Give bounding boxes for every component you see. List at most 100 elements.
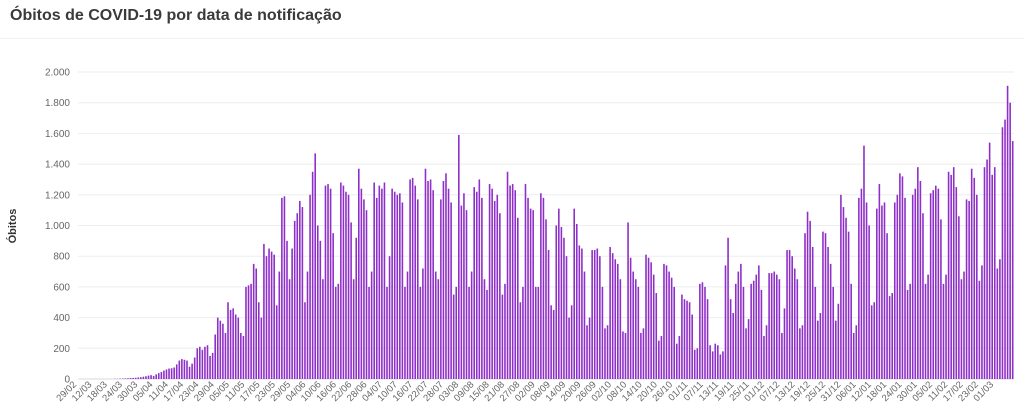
bar	[470, 271, 473, 379]
bar	[732, 313, 734, 379]
bar	[858, 197, 860, 379]
bar	[832, 286, 835, 379]
bar	[427, 180, 429, 379]
bar	[709, 345, 711, 379]
bar	[334, 286, 337, 379]
bar	[401, 202, 404, 379]
y-tick-label: 400	[53, 313, 70, 324]
bar	[388, 256, 391, 379]
bar	[273, 254, 275, 379]
y-axis-ticks: 0 200 400 600 800 1.000 1.200 1.400 1.600 1.800 2.…	[45, 68, 70, 386]
bar	[411, 177, 414, 379]
bar	[419, 286, 422, 379]
bar	[845, 217, 847, 379]
bar	[193, 357, 196, 379]
bar	[365, 210, 368, 379]
bar	[765, 325, 768, 379]
bar	[642, 328, 645, 379]
bar	[257, 302, 260, 379]
bar	[522, 286, 524, 379]
bar	[970, 168, 973, 379]
bar	[227, 302, 229, 379]
bar	[927, 274, 929, 379]
bar	[583, 271, 586, 379]
bar	[127, 378, 129, 379]
bar	[842, 207, 845, 379]
bar	[663, 263, 665, 380]
bar	[919, 180, 922, 379]
bar	[773, 271, 776, 379]
bar	[717, 345, 719, 379]
bar	[424, 168, 427, 379]
bar	[286, 240, 288, 379]
bar	[399, 193, 401, 379]
bar	[140, 377, 142, 379]
bar	[386, 286, 388, 379]
y-tick-label: 600	[53, 282, 70, 293]
bar	[575, 223, 578, 379]
bar	[681, 294, 683, 379]
bar	[637, 286, 640, 379]
bar	[316, 225, 319, 379]
bar	[242, 336, 245, 379]
bar	[634, 279, 637, 379]
bar	[142, 376, 145, 379]
bar	[834, 320, 837, 379]
bar	[493, 200, 496, 379]
bar	[611, 253, 614, 379]
bar	[645, 254, 647, 379]
bar	[860, 188, 863, 379]
bar	[391, 188, 393, 379]
bar	[950, 174, 952, 379]
bar	[632, 271, 634, 379]
y-tick-label: 800	[53, 252, 70, 263]
bar	[188, 366, 191, 379]
bar	[673, 286, 676, 379]
bar	[404, 286, 406, 379]
bar	[991, 174, 993, 379]
bar	[868, 225, 870, 379]
bar	[491, 188, 493, 379]
bar	[691, 314, 693, 379]
bar	[734, 283, 737, 379]
bar	[170, 368, 173, 379]
bar	[429, 179, 432, 379]
y-tick-label: 1.600	[45, 129, 70, 140]
bar	[506, 171, 509, 379]
bar	[547, 250, 550, 379]
bar	[340, 182, 342, 379]
bar	[381, 188, 383, 379]
bar	[699, 283, 701, 379]
bar	[737, 271, 740, 379]
bar	[675, 343, 678, 379]
bar	[873, 302, 876, 379]
bar	[876, 208, 878, 379]
bar	[604, 328, 606, 379]
bar	[568, 317, 570, 379]
bar	[819, 313, 822, 379]
bar	[373, 182, 375, 379]
bar	[268, 248, 270, 379]
bar	[793, 268, 796, 379]
bar	[483, 279, 486, 379]
bar	[593, 250, 596, 379]
bar	[329, 188, 332, 379]
bar	[601, 286, 604, 379]
bar	[519, 302, 522, 379]
bar	[488, 184, 491, 379]
bar	[450, 202, 452, 379]
bar	[199, 346, 201, 379]
bar	[670, 277, 673, 379]
bar	[840, 194, 842, 379]
bar	[870, 305, 873, 379]
bar	[922, 213, 924, 379]
bar	[137, 377, 140, 379]
bar	[640, 332, 642, 379]
bar	[706, 299, 709, 379]
bar	[909, 283, 911, 379]
bar	[370, 271, 373, 379]
bar	[517, 217, 519, 379]
bar	[745, 328, 747, 379]
bar	[693, 349, 696, 379]
